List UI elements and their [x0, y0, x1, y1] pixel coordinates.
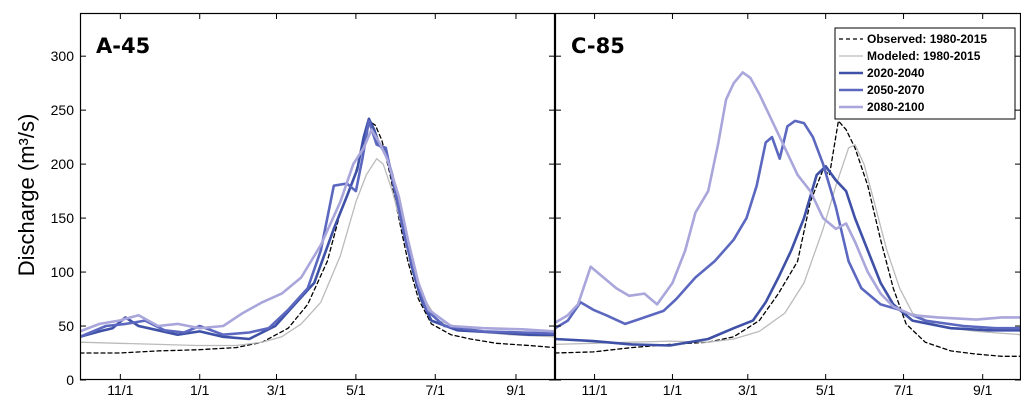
x-tick-label: 11/1	[581, 382, 607, 395]
legend-label: Modeled: 1980-2015	[867, 49, 981, 63]
panels: 0 50 100 150 200 250 300 11/1 1/1 3/1 5/1 7/1 9/1 A-4…	[51, 12, 1021, 395]
legend-box	[834, 27, 1016, 120]
panel-title: A-45	[96, 34, 150, 58]
y-tick-label: 50	[58, 318, 74, 334]
x-tick-label: 7/1	[426, 382, 446, 395]
x-tick-label: 7/1	[894, 382, 914, 395]
y-tick-label: 250	[51, 102, 75, 118]
plot-frame	[79, 12, 556, 381]
series-line-observed-1980-2015	[80, 120, 555, 354]
x-tick-label: 9/1	[973, 382, 993, 395]
series-group	[555, 71, 1021, 357]
legend-label: 2020-2040	[867, 66, 925, 80]
series-group	[80, 117, 555, 354]
y-tick-label: 100	[51, 264, 75, 280]
series-line-2080-2100	[80, 128, 555, 333]
series-line-2050-2070	[555, 119, 1021, 330]
x-tick-label: 3/1	[738, 382, 758, 395]
y-tick-label: 300	[51, 48, 75, 64]
legend: Observed: 1980-2015 Modeled: 1980-2015 202…	[834, 27, 1016, 120]
x-tick-label: 9/1	[506, 382, 526, 395]
x-tick-label: 5/1	[346, 382, 366, 395]
panel-title: C-85	[571, 34, 625, 58]
x-tick-label: 11/1	[107, 382, 133, 395]
x-tick-label: 5/1	[816, 382, 836, 395]
legend-label: 2080-2100	[867, 100, 925, 114]
x-tick-label: 3/1	[267, 382, 287, 395]
legend-label: 2050-2070	[867, 83, 925, 97]
x-tick-label: 1/1	[190, 382, 210, 395]
series-line-modeled-1980-2015	[555, 144, 1021, 346]
y-tick-label: 200	[51, 156, 75, 172]
panel-1: 11/1 1/1 3/1 5/1 7/1 9/1 C-85 Observed: 1980-20…	[554, 12, 1021, 395]
y-tick-label: 0	[66, 372, 74, 388]
series-line-2080-2100	[555, 71, 1021, 325]
y-tick-label: 150	[51, 210, 75, 226]
series-line-2050-2070	[80, 119, 555, 339]
y-axis-label: Discharge (m³/s)	[14, 114, 39, 277]
legend-label: Observed: 1980-2015	[867, 32, 987, 46]
panel-0: 0 50 100 150 200 250 300 11/1 1/1 3/1 5/1 7/1 9/1 A-4…	[51, 12, 556, 395]
x-tick-label: 1/1	[663, 382, 683, 395]
